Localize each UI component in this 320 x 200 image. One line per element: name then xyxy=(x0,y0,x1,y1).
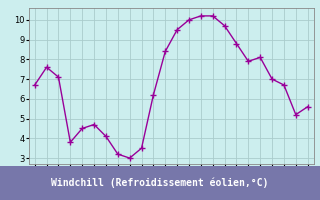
Text: Windchill (Refroidissement éolien,°C): Windchill (Refroidissement éolien,°C) xyxy=(51,178,269,188)
